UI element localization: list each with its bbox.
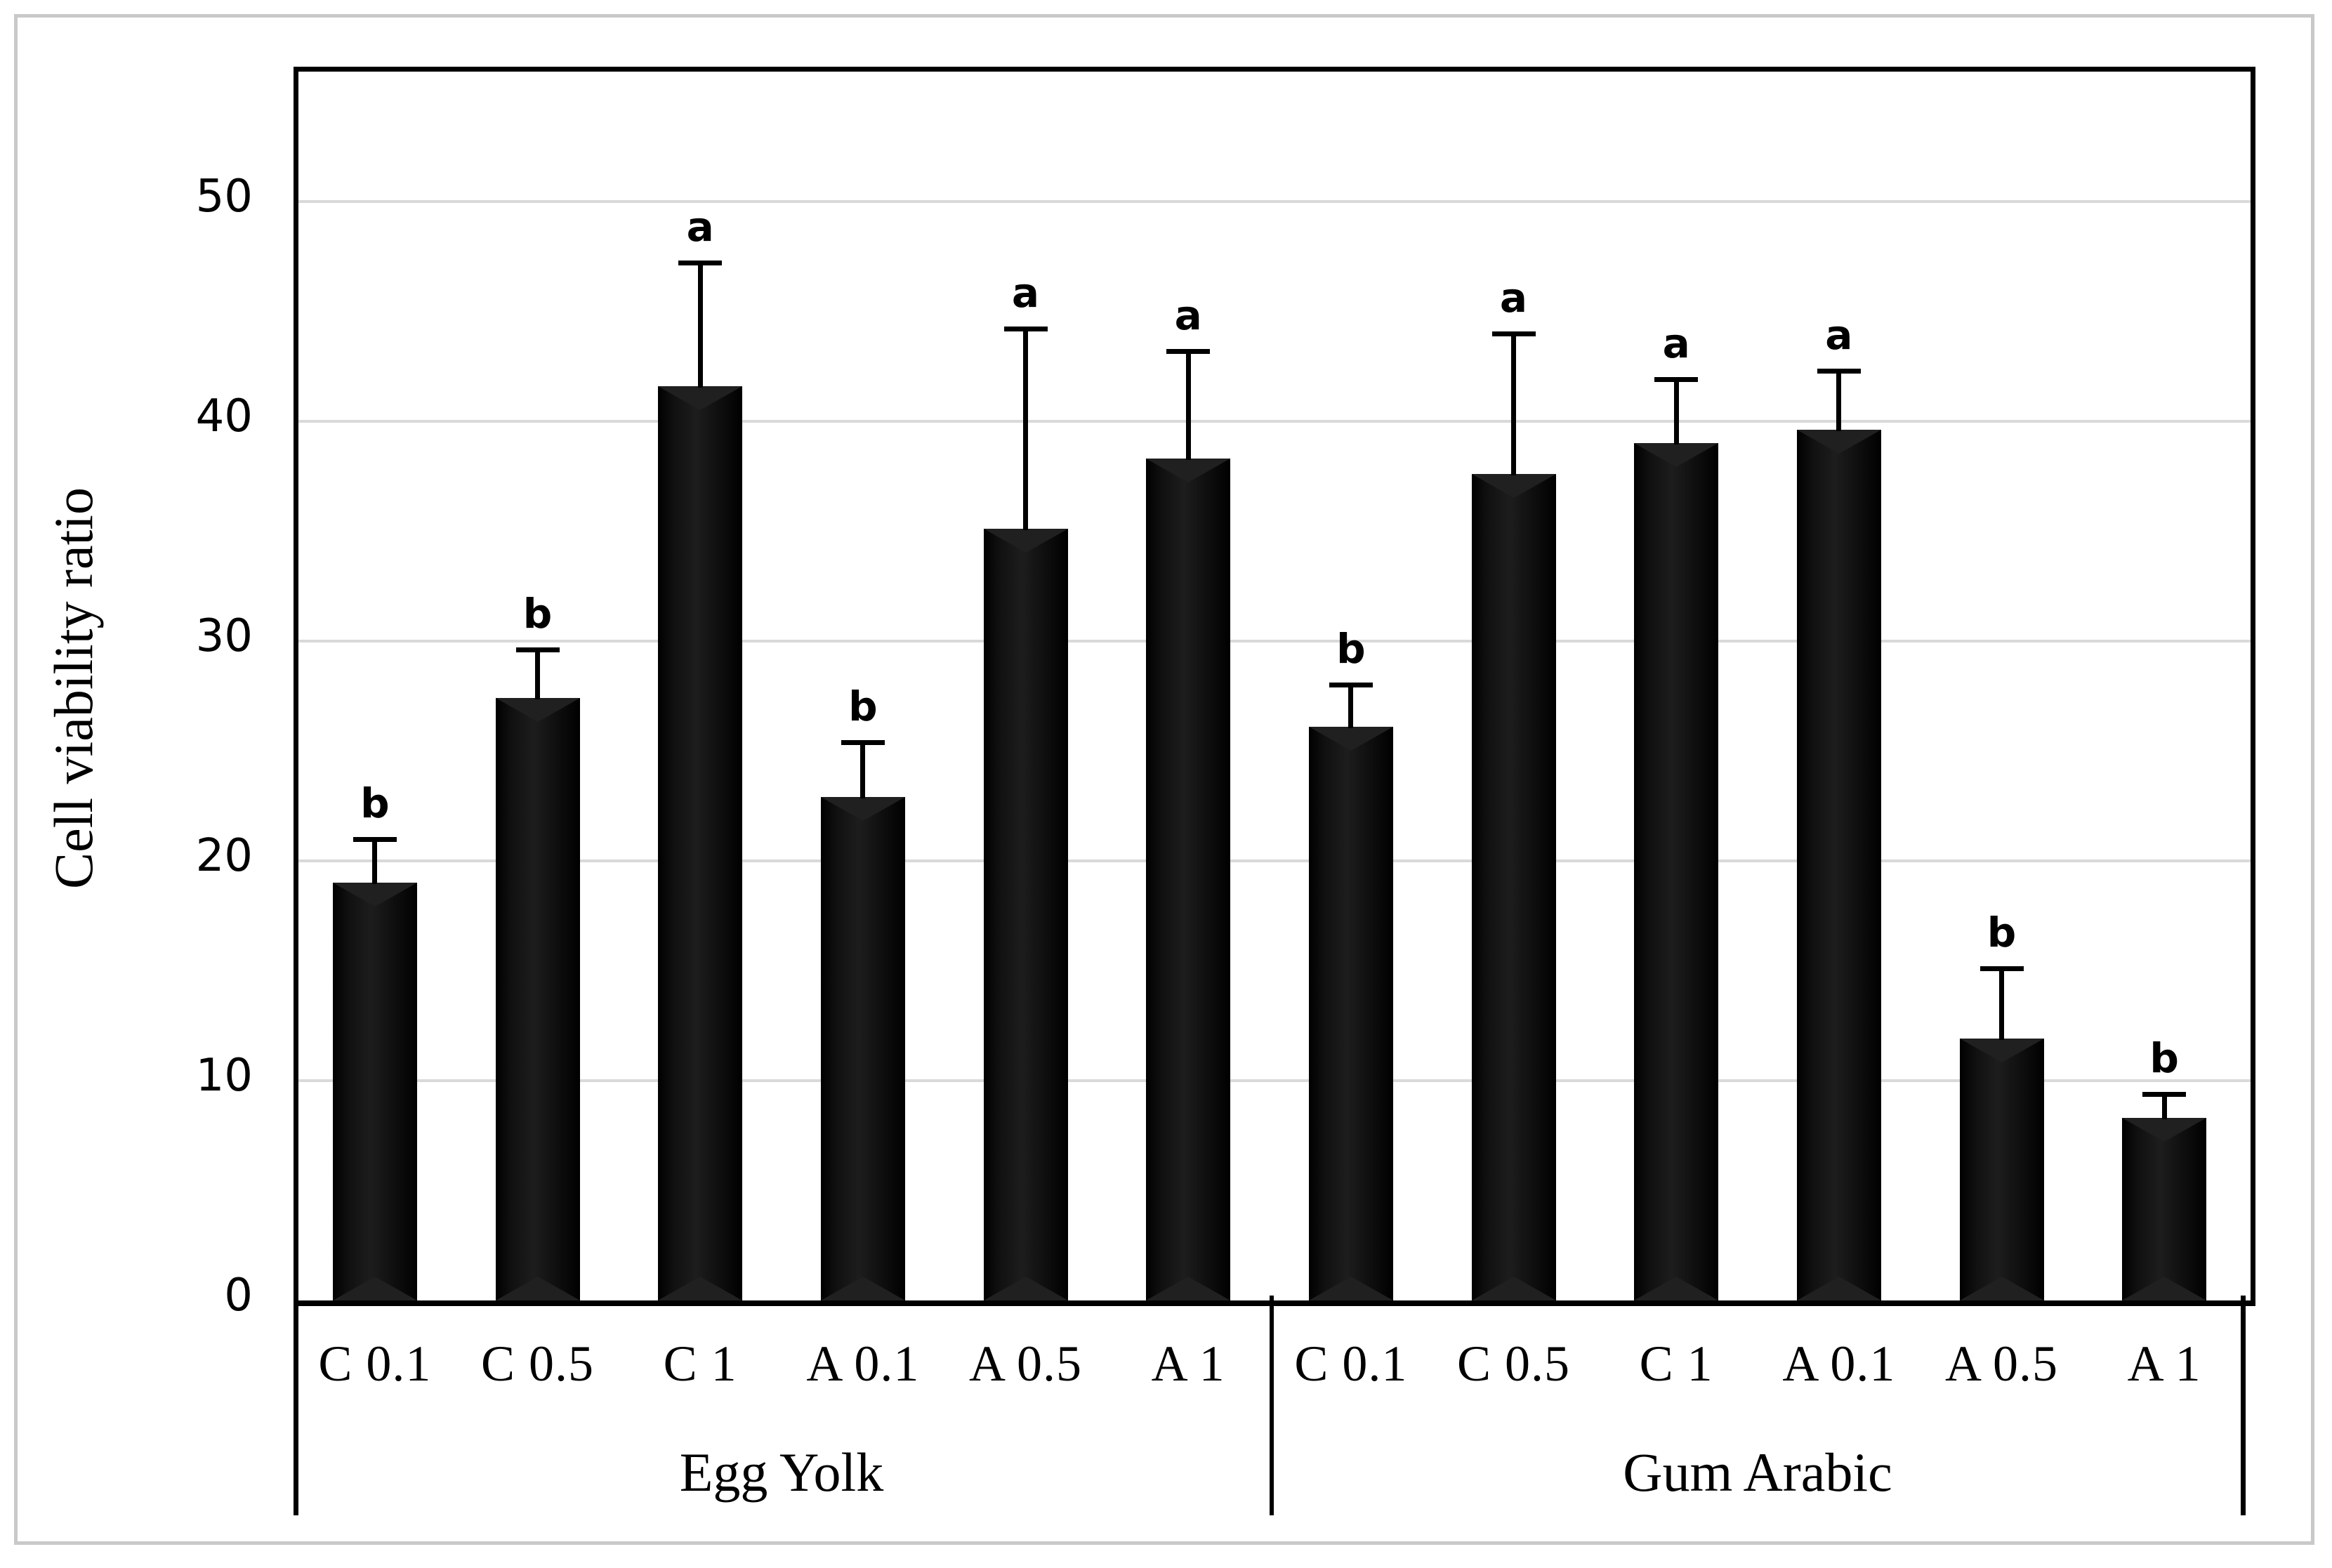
x-tick-label: A 0.1 <box>1782 1336 1896 1392</box>
group-divider <box>2241 1296 2246 1515</box>
error-whisker <box>1673 379 1679 445</box>
group-label: Gum Arabic <box>1623 1442 1892 1503</box>
sig-letter: b <box>848 682 878 730</box>
error-whisker <box>372 838 378 885</box>
plot-area: b b a b a a b a a a b b <box>294 67 2255 1306</box>
y-tick-label: 10 <box>195 1049 253 1102</box>
error-cap <box>515 647 560 653</box>
error-cap <box>2142 1091 2187 1097</box>
x-tick-label: C 0.5 <box>1456 1336 1570 1392</box>
error-whisker <box>697 263 703 388</box>
gridline <box>298 859 2251 862</box>
error-whisker <box>1836 370 1842 432</box>
error-cap <box>353 836 397 842</box>
x-tick-label: C 0.1 <box>318 1336 432 1392</box>
error-cap <box>1491 331 1536 336</box>
sig-letter: b <box>360 779 390 827</box>
bar <box>1471 473 1556 1301</box>
bar <box>1959 1039 2044 1300</box>
error-cap <box>1654 377 1699 383</box>
error-whisker <box>860 742 866 799</box>
bar <box>1146 458 1231 1301</box>
x-tick-label: A 0.1 <box>806 1336 920 1392</box>
x-tick-label: C 0.1 <box>1294 1336 1408 1392</box>
sig-letter: a <box>1174 291 1202 339</box>
x-tick-label: A 1 <box>2127 1336 2201 1392</box>
x-tick-label: C 1 <box>1639 1336 1713 1392</box>
bar <box>1634 443 1719 1300</box>
y-tick-label: 40 <box>195 390 253 442</box>
y-tick-label: 0 <box>224 1270 253 1322</box>
bar <box>1308 726 1393 1301</box>
x-tick-label: A 0.5 <box>1944 1336 2058 1392</box>
bar <box>983 529 1068 1300</box>
sig-letter: b <box>1987 909 2017 957</box>
gridline <box>298 639 2251 643</box>
y-tick-label: 20 <box>195 829 253 882</box>
sig-letter: a <box>1825 310 1853 359</box>
error-whisker <box>1185 350 1191 460</box>
error-cap <box>1979 966 2024 972</box>
bar <box>495 698 580 1300</box>
sig-letter: b <box>2149 1034 2179 1082</box>
error-whisker <box>1511 333 1516 475</box>
sig-letter: b <box>522 590 553 638</box>
gridline <box>298 419 2251 423</box>
sig-letter: a <box>686 203 714 251</box>
error-cap <box>841 739 885 745</box>
x-tick-label: C 1 <box>663 1336 737 1392</box>
group-divider <box>1270 1296 1274 1515</box>
error-whisker <box>535 650 540 700</box>
gridline <box>298 1079 2251 1082</box>
y-tick-label: 50 <box>195 170 253 223</box>
x-tick-label: C 0.5 <box>480 1336 594 1392</box>
error-whisker <box>1023 329 1028 531</box>
error-whisker <box>2161 1093 2167 1120</box>
gridline <box>298 199 2251 203</box>
bar <box>1796 430 1881 1300</box>
error-cap <box>1003 327 1048 332</box>
sig-letter: a <box>1499 273 1528 322</box>
bar <box>2122 1118 2207 1300</box>
bar <box>658 386 743 1301</box>
error-whisker <box>1348 685 1354 728</box>
x-tick-label: A 1 <box>1151 1336 1225 1392</box>
error-cap <box>678 261 723 266</box>
figure-border <box>14 14 2314 1545</box>
error-whisker <box>1999 968 2004 1041</box>
x-tick-label: A 0.5 <box>968 1336 1082 1392</box>
group-label: Egg Yolk <box>679 1442 884 1503</box>
group-divider <box>294 1296 298 1515</box>
sig-letter: a <box>1011 269 1040 317</box>
error-cap <box>1817 368 1861 374</box>
error-cap <box>1166 348 1211 354</box>
sig-letter: b <box>1336 625 1366 673</box>
y-tick-label: 30 <box>195 610 253 662</box>
bar <box>332 883 417 1300</box>
error-cap <box>1329 683 1373 688</box>
bar <box>820 797 905 1300</box>
sig-letter: a <box>1662 319 1690 368</box>
